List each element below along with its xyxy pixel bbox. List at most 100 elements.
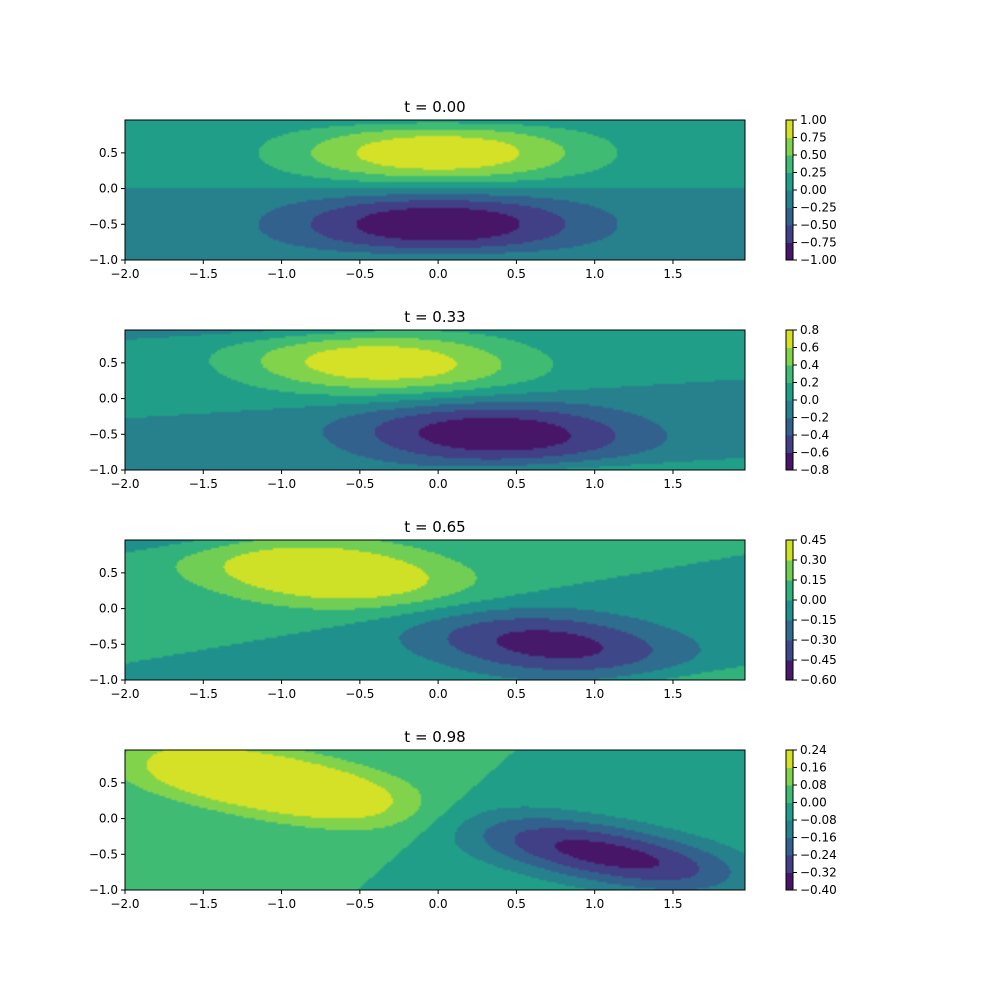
x-tick-label: −2.0 (110, 477, 139, 491)
x-tick-label: 0.5 (507, 897, 526, 911)
x-tick-label: 1.0 (585, 687, 604, 701)
x-tick-label: 1.0 (585, 267, 604, 281)
y-tick-label: −0.5 (89, 427, 118, 441)
colorbar-tick-label: 0.16 (800, 761, 827, 775)
colorbar-segment (786, 207, 793, 226)
x-tick-label: −0.5 (345, 477, 374, 491)
colorbar-tick-label: 0.30 (800, 553, 827, 567)
x-tick-label: −1.5 (189, 687, 218, 701)
x-tick-label: −2.0 (110, 897, 139, 911)
contour-fill-2 (125, 540, 745, 680)
x-tick-label: 0.5 (507, 687, 526, 701)
x-tick-label: −1.5 (189, 267, 218, 281)
colorbar-tick-label: 0.15 (800, 573, 827, 587)
colorbar-tick-label: 0.4 (800, 358, 819, 372)
panel-1: t = 0.33 −2.0 −1.5 −1.0 −0.5 0.0 0.5 1.0 1.5 −1.0… (89, 308, 829, 491)
colorbar-segment (786, 872, 793, 891)
axes-frame (124, 329, 746, 471)
colorbar-tick-label: 0.0 (800, 393, 819, 407)
y-tick-label: −0.5 (89, 217, 118, 231)
colorbar-segment (786, 785, 793, 803)
panel-title: t = 0.00 (404, 98, 465, 116)
colorbar-tick-label: −0.24 (800, 848, 837, 862)
x-tick-label: −1.5 (189, 477, 218, 491)
colorbar-segment (786, 172, 793, 191)
x-tick-label: 0.0 (429, 897, 448, 911)
y-tick-label: 0.0 (99, 392, 118, 406)
y-tick-label: 0.5 (99, 356, 118, 370)
colorbar-segment (786, 330, 793, 348)
colorbar-segment (786, 365, 793, 383)
colorbar-tick-label: −0.50 (800, 218, 837, 232)
y-tick-label: 0.5 (99, 566, 118, 580)
x-tick-label: 0.0 (429, 477, 448, 491)
colorbar-segment (786, 750, 793, 768)
colorbar-tick-label: −0.32 (800, 866, 837, 880)
x-tick-label: −2.0 (110, 687, 139, 701)
y-tick-label: 0.0 (99, 182, 118, 196)
contour-fill-3 (125, 750, 745, 890)
y-tick-label: 0.0 (99, 812, 118, 826)
colorbar-tick-label: 0.00 (800, 183, 827, 197)
colorbar-tick-label: 0.24 (800, 743, 827, 757)
colorbar-tick-label: −0.15 (800, 613, 837, 627)
colorbar-2: −0.60 −0.45 −0.30 −0.15 0.00 0.15 0.30 0.45 (785, 533, 837, 687)
colorbar-tick-label: 0.00 (800, 593, 827, 607)
x-tick-label: −1.0 (267, 267, 296, 281)
y-tick-label: −1.0 (89, 883, 118, 897)
colorbar-1: −0.8 −0.6 −0.4 −0.2 0.0 0.2 0.4 0.6 0.8 (785, 323, 829, 477)
x-tick-label: −0.5 (345, 897, 374, 911)
colorbar-segment (786, 640, 793, 661)
y-tick-label: 0.5 (99, 776, 118, 790)
colorbar-segment (786, 400, 793, 418)
x-tick-label: −1.0 (267, 477, 296, 491)
colorbar-tick-label: −0.60 (800, 673, 837, 687)
colorbar-0: −1.00 −0.75 −0.50 −0.25 0.00 0.25 0.50 0.75 1.00 (785, 113, 837, 267)
colorbar-tick-label: 0.75 (800, 131, 827, 145)
colorbar-3: −0.40 −0.32 −0.24 −0.16 −0.08 0.00 0.08 0.16 0.2… (785, 743, 837, 897)
y-tick-label: −1.0 (89, 463, 118, 477)
colorbar-segment (786, 155, 793, 173)
x-tick-label: 0.0 (429, 267, 448, 281)
x-tick-label: −1.0 (267, 897, 296, 911)
axes-frame (124, 749, 746, 891)
contour-fill-0 (125, 120, 745, 260)
colorbar-segment (786, 820, 793, 838)
colorbar-tick-label: −0.30 (800, 633, 837, 647)
colorbar-segment (786, 382, 793, 401)
panel-title: t = 0.65 (404, 518, 465, 536)
colorbar-tick-label: −0.6 (800, 446, 829, 460)
colorbar-segment (786, 600, 793, 621)
colorbar-tick-label: −0.16 (800, 831, 837, 845)
x-tick-label: 1.0 (585, 477, 604, 491)
colorbar-segment (786, 855, 793, 873)
panel-3: t = 0.98 −2.0 −1.5 −1.0 −0.5 0.0 0.5 1.0 1.5 −1.0… (89, 728, 837, 911)
panel-title: t = 0.98 (404, 728, 465, 746)
y-tick-label: 0.5 (99, 146, 118, 160)
colorbar-tick-label: 0.00 (800, 796, 827, 810)
y-tick-label: −0.5 (89, 637, 118, 651)
colorbar-segment (786, 417, 793, 436)
x-tick-label: 0.5 (507, 477, 526, 491)
colorbar-tick-label: −0.2 (800, 411, 829, 425)
x-tick-label: 1.5 (663, 267, 682, 281)
colorbar-tick-label: −0.4 (800, 428, 829, 442)
x-tick-label: −2.0 (110, 267, 139, 281)
colorbar-segment (786, 120, 793, 138)
x-tick-label: −0.5 (345, 267, 374, 281)
x-tick-label: −1.5 (189, 897, 218, 911)
panel-2: t = 0.65 −2.0 −1.5 −1.0 −0.5 0.0 0.5 1.0 1.5 −1.0… (89, 518, 837, 701)
x-tick-label: −1.0 (267, 687, 296, 701)
colorbar-tick-label: 1.00 (800, 113, 827, 127)
colorbar-segment (786, 837, 793, 856)
colorbar-tick-label: −0.45 (800, 653, 837, 667)
axes-frame (124, 539, 746, 681)
x-tick-label: 0.0 (429, 687, 448, 701)
colorbar-tick-label: −0.75 (800, 236, 837, 250)
colorbar-segment (786, 347, 793, 366)
colorbar-segment (786, 660, 793, 681)
colorbar-tick-label: −1.00 (800, 253, 837, 267)
colorbar-segment (786, 225, 793, 243)
colorbar-tick-label: 0.8 (800, 323, 819, 337)
axes-frame (124, 119, 746, 261)
